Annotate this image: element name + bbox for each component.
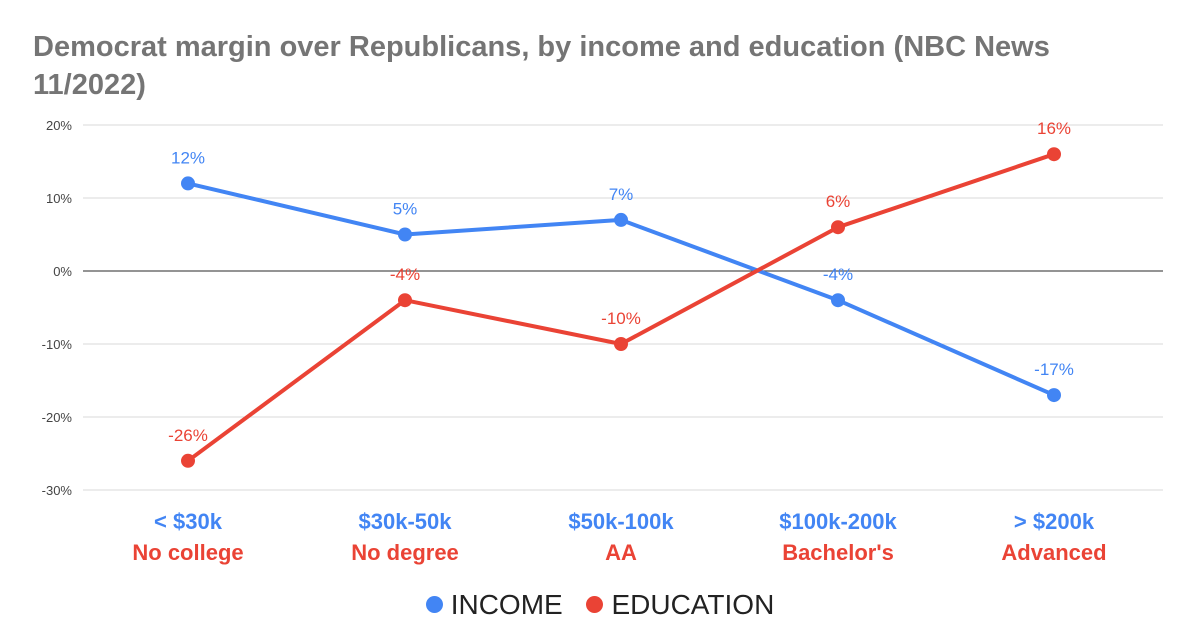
data-label-income: -17%	[1034, 360, 1074, 379]
data-labels: 12% 5% 7% -4% -17% -26% -4% -10% 6% 16%	[168, 119, 1074, 445]
data-point-income	[831, 293, 845, 308]
data-point-income	[398, 227, 412, 242]
data-point-education	[1047, 147, 1061, 162]
y-tick-label: 20%	[46, 118, 72, 133]
gridlines	[83, 124, 1163, 491]
y-axis-ticks: 20% 10% 0% -10% -20% -30%	[42, 118, 73, 498]
y-tick-label: -20%	[42, 410, 73, 425]
data-point-income	[614, 212, 628, 227]
x-category-education: Advanced	[1001, 540, 1106, 565]
x-category-income: < $30k	[154, 509, 223, 534]
data-label-income: -4%	[823, 265, 853, 284]
data-label-education: -4%	[390, 265, 420, 284]
legend-item-education[interactable]: EDUCATION	[586, 589, 774, 621]
y-tick-label: 0%	[53, 264, 72, 279]
legend-label-income: INCOME	[450, 588, 563, 620]
data-point-education	[181, 453, 195, 468]
data-label-education: 6%	[826, 192, 851, 211]
data-points	[181, 147, 1061, 468]
data-label-education: 16%	[1037, 119, 1071, 138]
legend-swatch-education	[586, 596, 604, 613]
x-category-income: $30k-50k	[359, 509, 453, 534]
legend-item-income[interactable]: INCOME	[425, 588, 563, 621]
legend: INCOME EDUCATION	[0, 588, 1200, 621]
x-category-education: AA	[605, 540, 637, 565]
y-tick-label: 10%	[46, 191, 72, 206]
y-tick-label: -10%	[42, 337, 73, 352]
data-point-education	[398, 293, 412, 308]
data-label-education: -26%	[168, 426, 208, 445]
x-category-income: $100k-200k	[779, 509, 897, 534]
legend-label-education: EDUCATION	[611, 588, 775, 620]
x-category-income: > $200k	[1014, 509, 1095, 534]
chart-title: Democrat margin over Republicans, by inc…	[33, 31, 1050, 101]
data-point-education	[831, 220, 845, 235]
data-label-income: 5%	[393, 200, 418, 219]
x-category-income: $50k-100k	[568, 509, 674, 534]
legend-swatch-income	[425, 596, 443, 613]
data-label-education: -10%	[601, 309, 641, 328]
data-point-income	[1047, 388, 1061, 403]
data-point-income	[181, 176, 195, 191]
data-label-income: 7%	[609, 185, 634, 204]
x-category-education: No college	[132, 540, 243, 565]
x-category-education: Bachelor's	[782, 540, 894, 565]
data-label-income: 12%	[171, 148, 205, 167]
x-category-education: No degree	[351, 540, 459, 565]
data-point-education	[614, 337, 628, 351]
y-tick-label: -30%	[42, 483, 73, 498]
x-axis-categories: < $30k No college $30k-50k No degree $50k-10…	[132, 509, 1106, 565]
